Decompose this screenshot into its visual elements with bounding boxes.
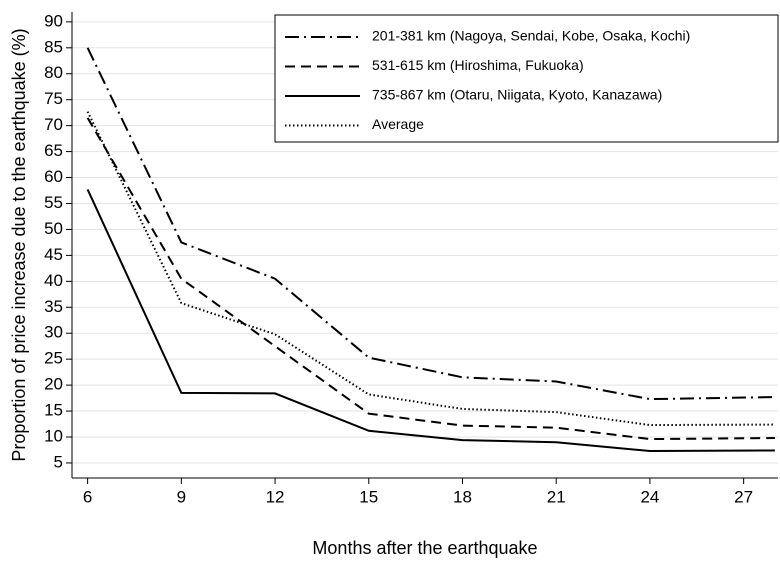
x-tick-label: 12 [266,487,285,506]
y-tick-label: 75 [44,89,63,108]
y-tick-label: 30 [44,323,63,342]
y-tick-label: 85 [44,37,63,56]
series-line [86,117,775,441]
x-tick-label: 9 [177,487,186,506]
series-line [86,111,775,427]
legend-box [274,14,779,143]
x-tick-label: 21 [547,487,566,506]
x-axis-label: Months after the earthquake [312,538,537,558]
legend-label: 201-381 km (Nagoya, Sendai, Kobe, Osaka,… [372,28,690,44]
y-tick-label: 20 [44,375,63,394]
y-tick-label: 80 [44,63,63,82]
x-tick-label: 6 [83,487,92,506]
legend-label: Average [372,116,424,132]
x-tick-label: 24 [640,487,659,506]
y-tick-label: 10 [44,426,63,445]
y-tick-label: 45 [44,245,63,264]
legend-label: 735-867 km (Otaru, Niigata, Kyoto, Kanaz… [372,87,662,103]
y-tick-label: 5 [54,452,63,471]
y-tick-label: 50 [44,219,63,238]
x-tick-label: 15 [359,487,378,506]
y-axis-label: Proportion of price increase due to the … [9,28,29,461]
y-tick-label: 60 [44,167,63,186]
y-tick-label: 55 [44,193,63,212]
x-tick-label: 18 [453,487,472,506]
y-tick-label: 40 [44,271,63,290]
y-tick-label: 35 [44,297,63,316]
y-tick-label: 15 [44,401,63,420]
x-tick-label: 27 [734,487,753,506]
y-tick-label: 90 [44,11,63,30]
y-tick-label: 25 [44,349,63,368]
series-line [86,47,775,401]
legend-label: 531-615 km (Hiroshima, Fukuoka) [372,57,584,73]
y-tick-label: 70 [44,115,63,134]
legend: 201-381 km (Nagoya, Sendai, Kobe, Osaka,… [274,14,779,143]
series-line [86,189,775,453]
y-tick-label: 65 [44,141,63,160]
